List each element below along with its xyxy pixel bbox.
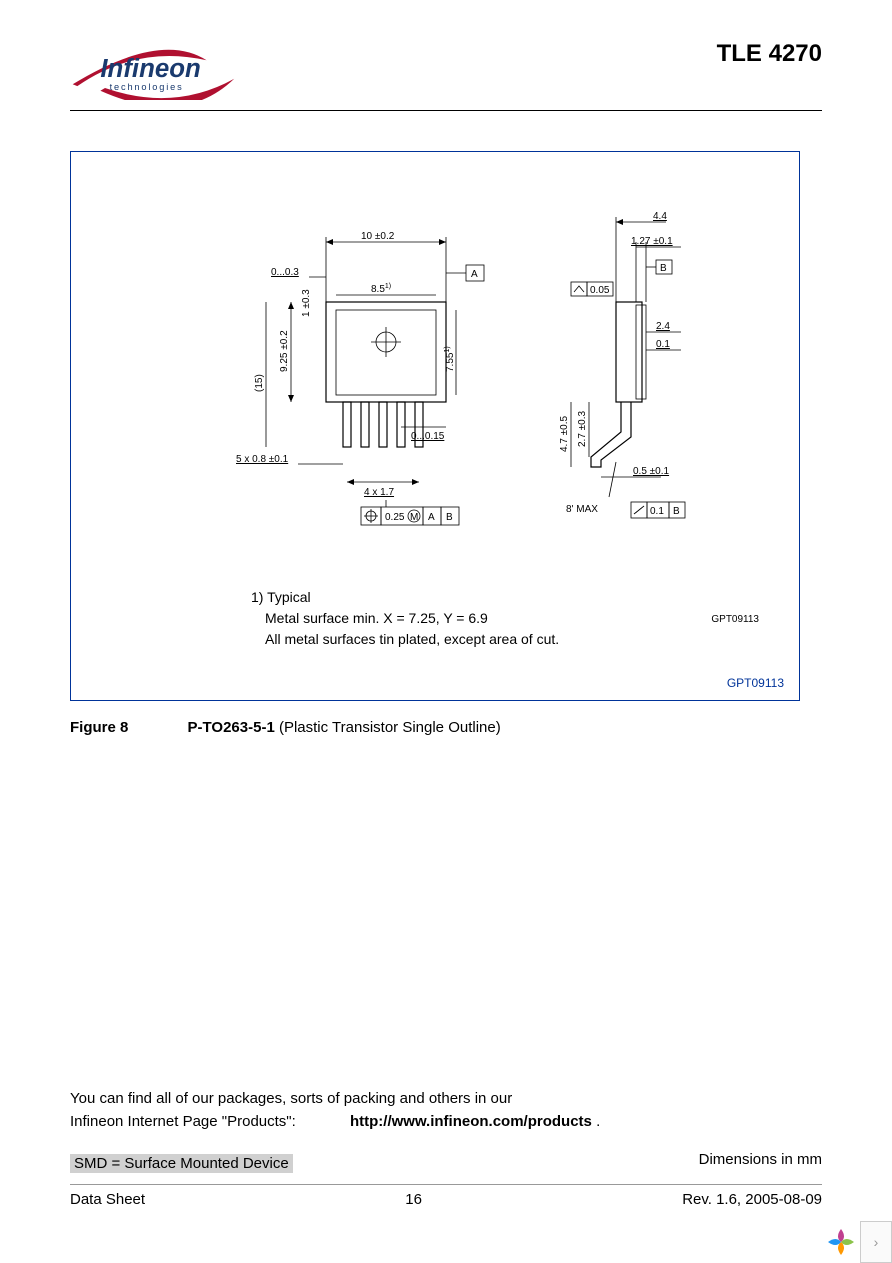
svg-text:0.25: 0.25 — [385, 512, 405, 523]
svg-text:B: B — [660, 263, 667, 274]
svg-text:1.27 ±0.1: 1.27 ±0.1 — [631, 236, 673, 247]
dimensions-unit-note: Dimensions in mm — [699, 1151, 822, 1168]
viewer-controls: › — [822, 1221, 892, 1263]
page-footer: Data Sheet 16 Rev. 1.6, 2005-08-09 — [70, 1184, 822, 1208]
svg-text:10 ±0.2: 10 ±0.2 — [361, 231, 395, 242]
svg-text:8.51): 8.51) — [371, 283, 391, 295]
svg-text:0...0.15: 0...0.15 — [411, 431, 445, 442]
svg-text:M: M — [410, 512, 418, 523]
svg-text:1 ±0.3: 1 ±0.3 — [301, 289, 312, 317]
figure-part-number: P-TO263-5-1 — [188, 719, 275, 736]
footnote-3: All metal surfaces tin plated, except ar… — [265, 629, 559, 650]
svg-text:A: A — [471, 269, 478, 280]
svg-text:Infineon: Infineon — [100, 55, 200, 83]
next-page-button[interactable]: › — [860, 1221, 892, 1263]
page-header: Infineon technologies TLE 4270 — [70, 40, 822, 111]
packages-line1: You can find all of our packages, sorts … — [70, 1088, 600, 1111]
svg-text:4.4: 4.4 — [653, 211, 667, 222]
figure-label: Figure 8 — [70, 719, 128, 736]
product-title: TLE 4270 — [717, 40, 822, 68]
viewer-logo-icon — [822, 1223, 860, 1261]
footnote-2: Metal surface min. X = 7.25, Y = 6.9 — [265, 608, 559, 629]
svg-text:2.4: 2.4 — [656, 321, 670, 332]
figure-footnotes: 1) Typical Metal surface min. X = 7.25, … — [251, 587, 559, 650]
page-number: 16 — [405, 1191, 422, 1208]
svg-text:7.551): 7.551) — [444, 346, 456, 372]
svg-text:9.25 ±0.2: 9.25 ±0.2 — [279, 330, 290, 372]
svg-text:8' MAX: 8' MAX — [566, 504, 598, 515]
svg-text:0.05: 0.05 — [590, 285, 610, 296]
svg-text:0...0.3: 0...0.3 — [271, 267, 299, 278]
svg-text:technologies: technologies — [110, 82, 184, 92]
figure-ref-large: GPT09113 — [727, 676, 784, 690]
svg-text:4.7 ±0.5: 4.7 ±0.5 — [559, 415, 570, 452]
svg-text:B: B — [673, 506, 680, 517]
svg-text:0.1: 0.1 — [656, 339, 670, 350]
packages-line2: Infineon Internet Page "Products": — [70, 1113, 296, 1130]
footnote-1: 1) Typical — [251, 587, 559, 608]
revision-date: Rev. 1.6, 2005-08-09 — [682, 1191, 822, 1208]
svg-text:2.7 ±0.3: 2.7 ±0.3 — [577, 410, 588, 447]
svg-text:0.1: 0.1 — [650, 506, 664, 517]
figure-caption: Figure 8 P-TO263-5-1 (Plastic Transistor… — [70, 719, 822, 736]
smd-definition: SMD = Surface Mounted Device — [70, 1154, 293, 1173]
svg-text:B: B — [446, 512, 453, 523]
svg-text:(15): (15) — [254, 374, 265, 392]
package-outline-figure: 10 ±0.2 0...0.3 A 8.51) 9.25 ±0.2 (15) 7… — [70, 151, 800, 701]
svg-text:0.5 ±0.1: 0.5 ±0.1 — [633, 466, 670, 477]
infineon-logo: Infineon technologies — [70, 40, 260, 100]
products-url-link[interactable]: http://www.infineon.com/products — [350, 1113, 592, 1130]
packages-info: You can find all of our packages, sorts … — [70, 1088, 600, 1133]
mechanical-drawing: 10 ±0.2 0...0.3 A 8.51) 9.25 ±0.2 (15) 7… — [221, 202, 721, 582]
svg-text:A: A — [428, 512, 435, 523]
figure-ref-small: GPT09113 — [711, 614, 759, 625]
figure-description: (Plastic Transistor Single Outline) — [279, 719, 501, 736]
svg-text:5 x 0.8 ±0.1: 5 x 0.8 ±0.1 — [236, 454, 289, 465]
doc-type: Data Sheet — [70, 1191, 145, 1208]
datasheet-page: Infineon technologies TLE 4270 10 ±0.2 — [0, 0, 892, 1263]
svg-text:4 x 1.7: 4 x 1.7 — [364, 487, 394, 498]
